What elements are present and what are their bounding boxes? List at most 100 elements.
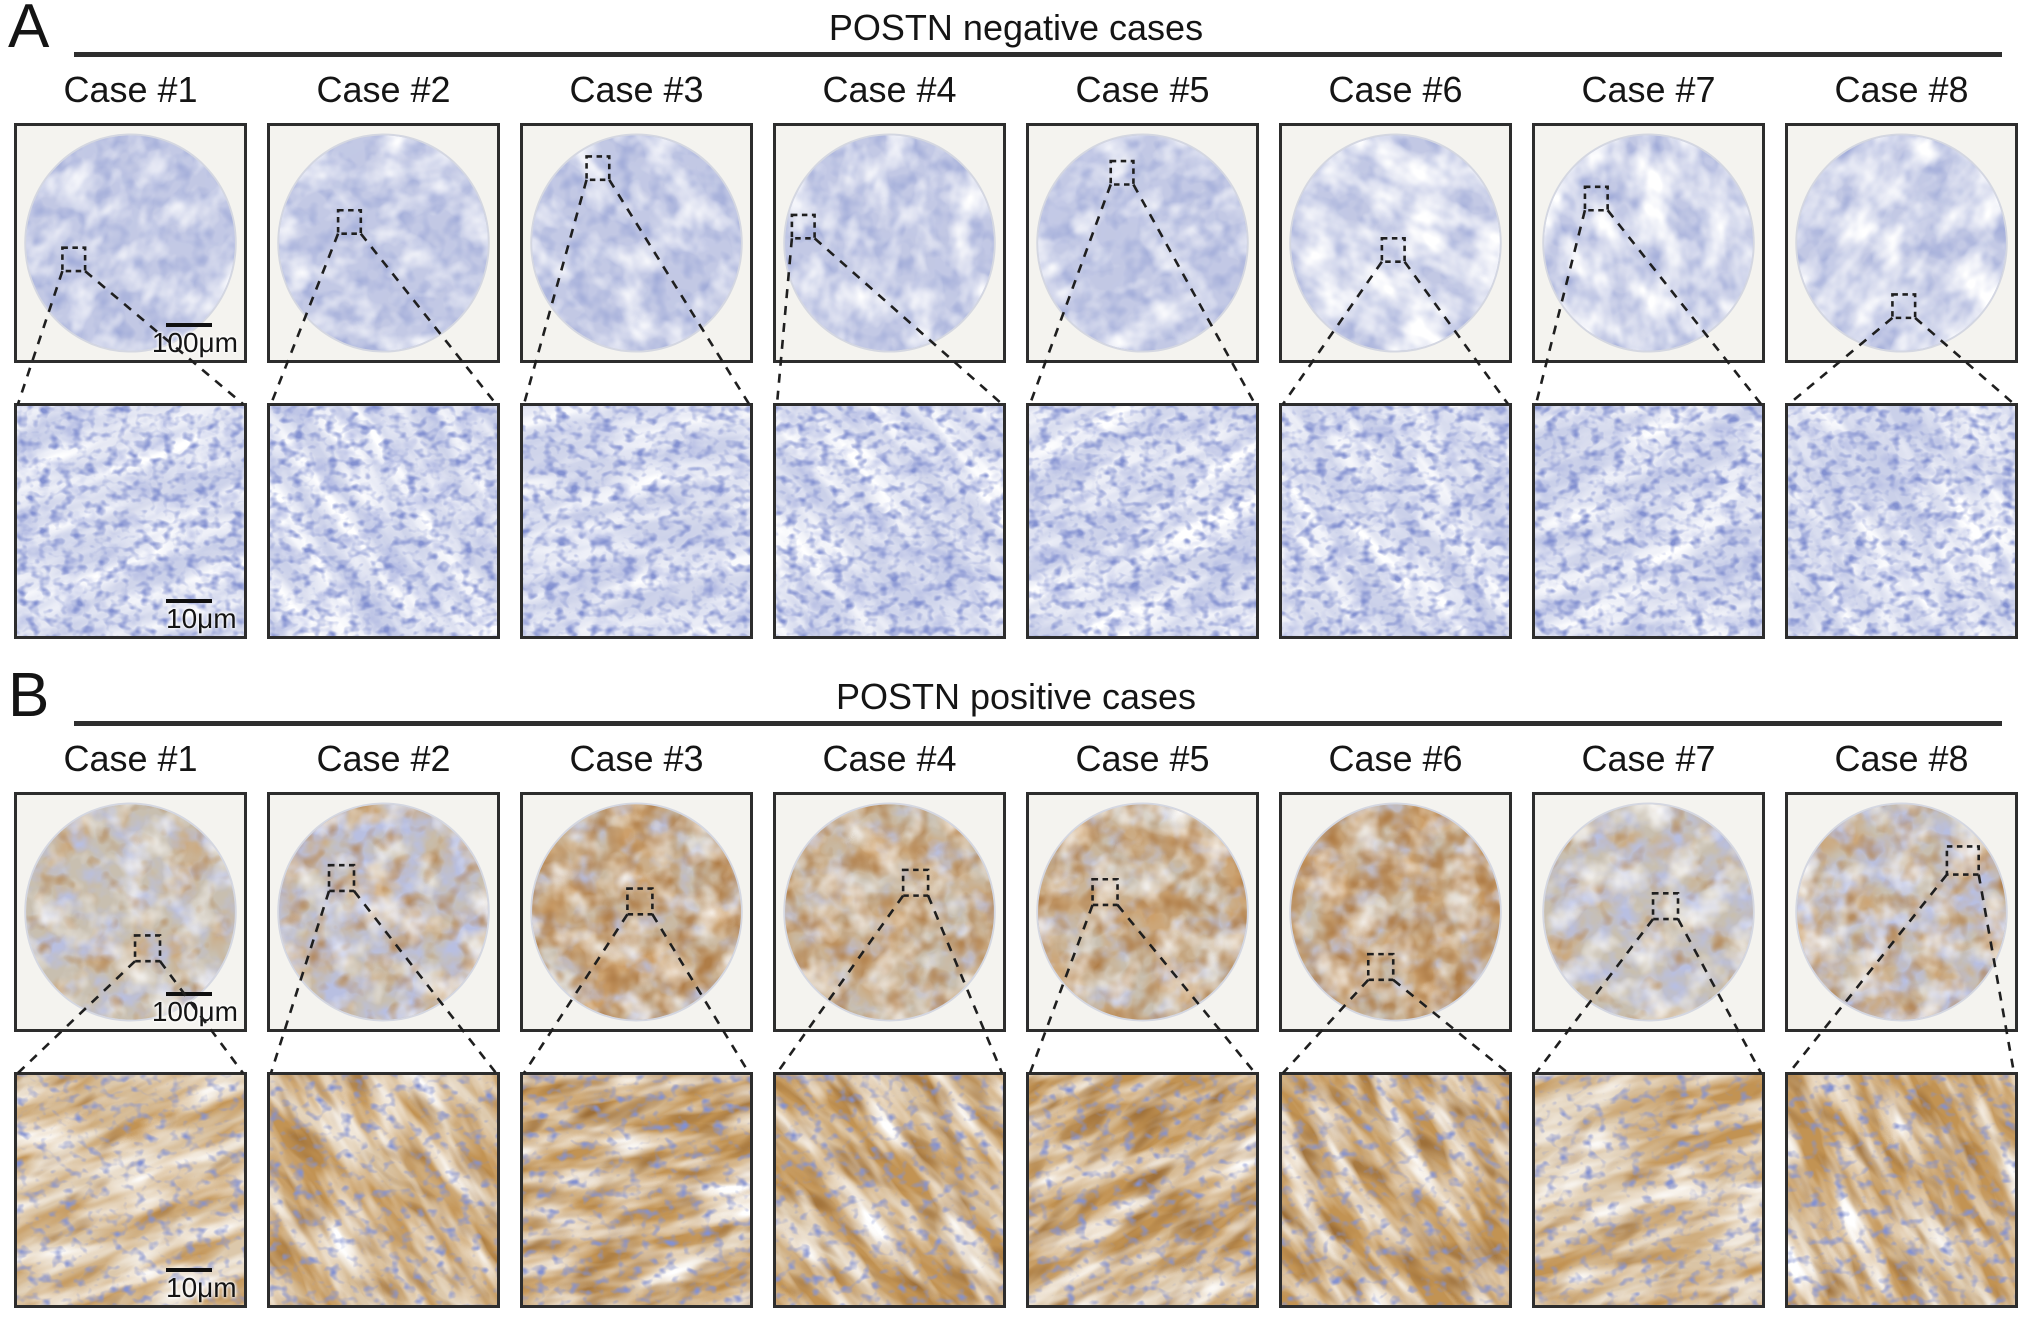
core-image — [1279, 123, 1512, 363]
scale-bar-label: 10μm — [166, 603, 237, 634]
panel-a: A POSTN negative cases Case #1 100μm 10μm Cas… — [0, 0, 2032, 639]
case-column-b-4: Case #4 — [773, 736, 1006, 1308]
case-images — [1279, 792, 1512, 1308]
core-image — [773, 123, 1006, 363]
case-label: Case #5 — [1075, 69, 1210, 110]
case-label: Case #2 — [316, 738, 451, 779]
case-images — [773, 123, 1006, 639]
magnification-gap — [773, 1032, 1006, 1072]
scale-bar-100um: 100μm — [152, 323, 238, 357]
case-images — [1785, 123, 2018, 639]
case-label: Case #1 — [63, 69, 198, 110]
case-column-a-1: Case #1 100μm 10μm — [14, 67, 247, 639]
magnification-gap — [1532, 363, 1765, 403]
case-images — [1279, 123, 1512, 639]
case-images: 100μm 10μm — [14, 792, 247, 1308]
magnification-gap — [1026, 1032, 1259, 1072]
case-images — [773, 792, 1006, 1308]
zoom-image — [773, 403, 1006, 639]
case-column-b-5: Case #5 — [1026, 736, 1259, 1308]
case-column-b-8: Case #8 — [1785, 736, 2018, 1308]
core-image — [1279, 792, 1512, 1032]
case-label: Case #8 — [1834, 738, 1969, 779]
case-column-a-4: Case #4 — [773, 67, 1006, 639]
zoom-image — [1532, 403, 1765, 639]
case-grid-a: Case #1 100μm 10μm Case #2 Case #3 Case #4 Cas… — [0, 67, 2032, 639]
zoom-image — [1532, 1072, 1765, 1308]
case-images — [1532, 123, 1765, 639]
magnification-gap — [267, 363, 500, 403]
case-column-b-7: Case #7 — [1532, 736, 1765, 1308]
case-images — [1532, 792, 1765, 1308]
zoom-image — [520, 1072, 753, 1308]
case-label: Case #2 — [316, 69, 451, 110]
case-images — [1026, 792, 1259, 1308]
core-image: 100μm — [14, 792, 247, 1032]
zoom-image — [1279, 403, 1512, 639]
magnification-gap — [1026, 363, 1259, 403]
case-column-a-5: Case #5 — [1026, 67, 1259, 639]
panel-title-a: POSTN negative cases — [828, 7, 1204, 48]
case-label: Case #6 — [1328, 738, 1463, 779]
case-images — [267, 123, 500, 639]
core-image — [773, 792, 1006, 1032]
case-column-a-8: Case #8 — [1785, 67, 2018, 639]
case-column-b-6: Case #6 — [1279, 736, 1512, 1308]
panel-letter-b: B — [8, 661, 51, 730]
case-label: Case #7 — [1581, 69, 1716, 110]
case-images — [520, 123, 753, 639]
case-images — [1785, 792, 2018, 1308]
magnification-gap — [1532, 1032, 1765, 1072]
scale-bar-line — [166, 599, 212, 603]
case-label: Case #3 — [569, 69, 704, 110]
magnification-gap — [1279, 363, 1512, 403]
panel-title-b: POSTN positive cases — [835, 676, 1197, 717]
case-images: 100μm 10μm — [14, 123, 247, 639]
magnification-gap — [520, 1032, 753, 1072]
zoom-image — [1026, 403, 1259, 639]
core-image — [1026, 123, 1259, 363]
core-image — [1785, 123, 2018, 363]
zoom-image — [1026, 1072, 1259, 1308]
scale-bar-line — [166, 1268, 212, 1272]
case-images — [1026, 123, 1259, 639]
zoom-image: 10μm — [14, 403, 247, 639]
scale-bar-100um: 100μm — [152, 992, 238, 1026]
panel-rule-b — [74, 721, 2002, 726]
case-label: Case #4 — [822, 69, 957, 110]
case-column-b-1: Case #1 100μm 10μm — [14, 736, 247, 1308]
zoom-image: 10μm — [14, 1072, 247, 1308]
case-images — [267, 792, 500, 1308]
core-image: 100μm — [14, 123, 247, 363]
case-label: Case #5 — [1075, 738, 1210, 779]
scale-bar-label: 100μm — [151, 327, 238, 358]
core-image — [1532, 123, 1765, 363]
magnification-gap — [1785, 363, 2018, 403]
zoom-image — [1279, 1072, 1512, 1308]
case-column-b-3: Case #3 — [520, 736, 753, 1308]
magnification-gap — [1279, 1032, 1512, 1072]
magnification-gap — [14, 1032, 247, 1072]
case-label: Case #8 — [1834, 69, 1969, 110]
case-column-a-7: Case #7 — [1532, 67, 1765, 639]
core-image — [1785, 792, 2018, 1032]
scale-bar-10um: 10μm — [166, 599, 238, 633]
core-image — [520, 123, 753, 363]
panel-b: B POSTN positive cases Case #1 100μm 10μm Cas… — [0, 665, 2032, 1308]
case-column-a-6: Case #6 — [1279, 67, 1512, 639]
scale-bar-label: 100μm — [151, 996, 238, 1027]
case-column-a-3: Case #3 — [520, 67, 753, 639]
panel-letter-a: A — [8, 0, 51, 61]
case-images — [520, 792, 753, 1308]
case-column-b-2: Case #2 — [267, 736, 500, 1308]
zoom-image — [267, 1072, 500, 1308]
zoom-image — [773, 1072, 1006, 1308]
core-image — [267, 792, 500, 1032]
magnification-gap — [267, 1032, 500, 1072]
case-label: Case #3 — [569, 738, 704, 779]
magnification-gap — [773, 363, 1006, 403]
scale-bar-label: 10μm — [166, 1272, 237, 1303]
magnification-gap — [14, 363, 247, 403]
core-image — [1532, 792, 1765, 1032]
